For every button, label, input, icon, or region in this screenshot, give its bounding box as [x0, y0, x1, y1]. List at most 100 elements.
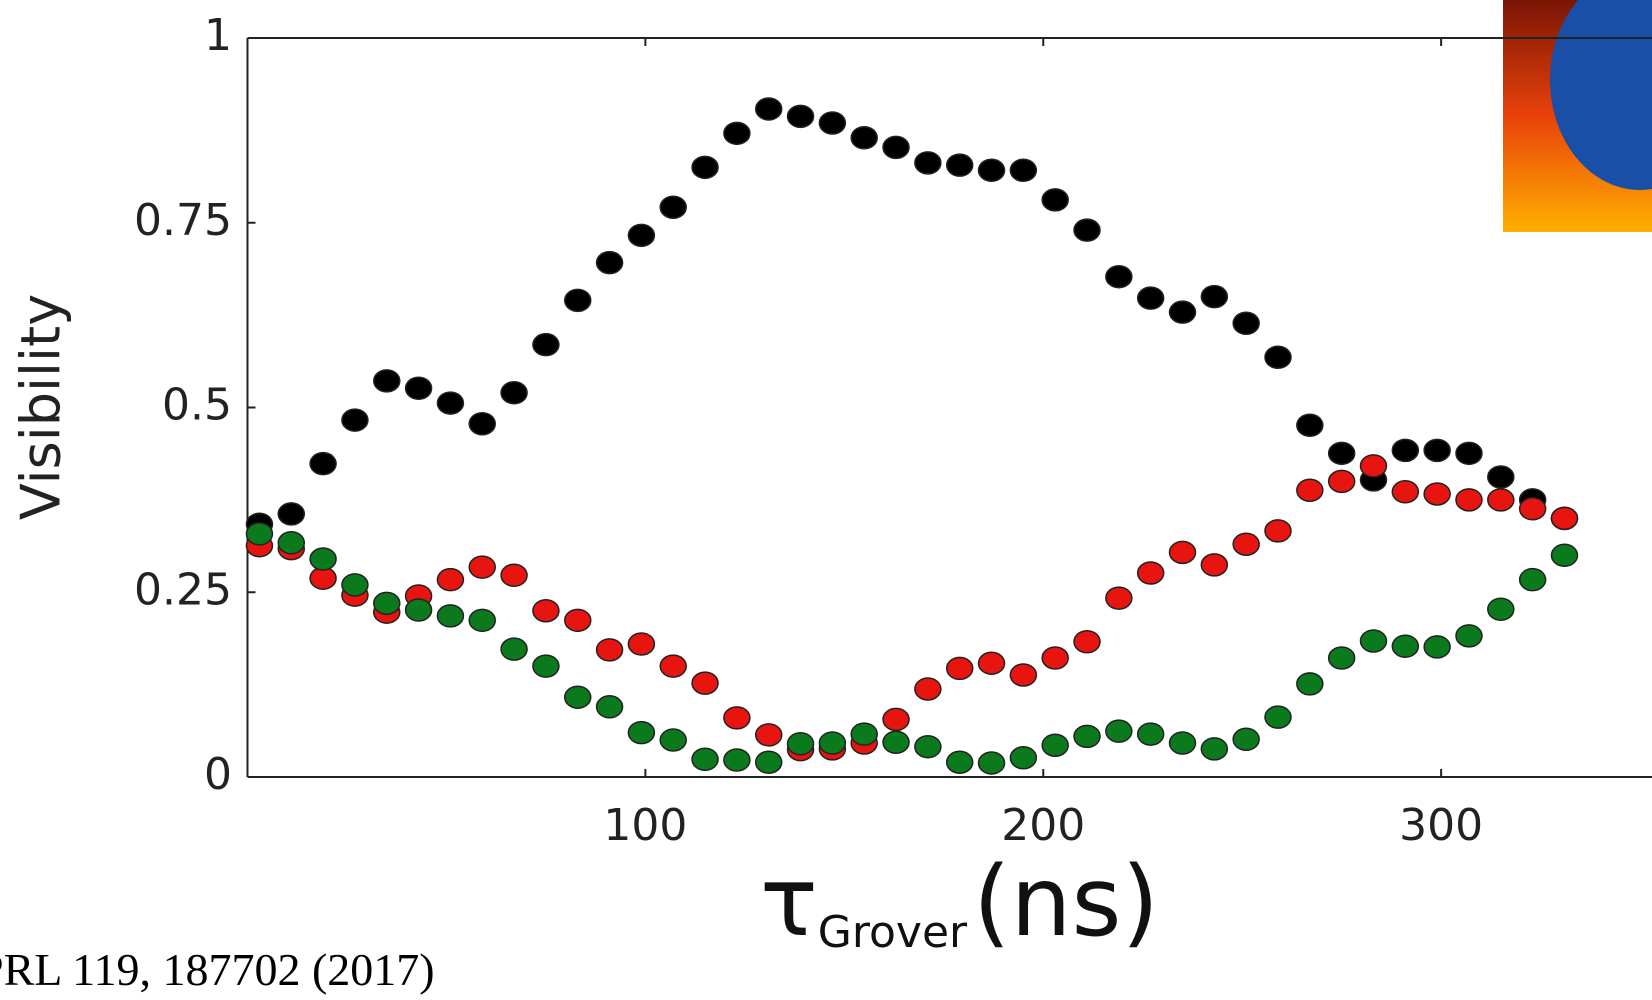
point [882, 730, 910, 755]
point [1264, 345, 1292, 369]
point [1264, 705, 1292, 729]
point [659, 728, 687, 752]
y-tick-label: 0.75 [134, 195, 232, 246]
x-axis-subscript: Grover [818, 907, 968, 958]
point [1041, 646, 1069, 670]
point [1391, 479, 1420, 504]
point [1136, 286, 1165, 310]
point [500, 563, 528, 588]
point [945, 750, 974, 774]
point [532, 598, 560, 623]
point [1073, 218, 1101, 242]
point [1232, 727, 1260, 752]
point [659, 654, 687, 678]
point [1232, 311, 1260, 336]
point [373, 369, 401, 393]
citation: PRL 119, 187702 (2017) [0, 944, 435, 995]
point [786, 104, 815, 129]
point [1391, 438, 1420, 463]
point [1168, 300, 1197, 324]
point [1423, 635, 1451, 659]
point [436, 391, 465, 415]
point [1359, 454, 1388, 478]
point [563, 288, 592, 313]
point [341, 408, 369, 432]
point [914, 151, 942, 175]
point [1073, 724, 1101, 749]
point [882, 135, 910, 160]
point [1041, 188, 1069, 212]
point [468, 608, 496, 633]
x-tick-label: 100 [603, 800, 687, 851]
x-tick-label: 200 [1001, 800, 1085, 851]
point [1550, 543, 1579, 568]
point [1550, 506, 1579, 531]
point [691, 747, 719, 772]
point [373, 591, 401, 616]
point [1455, 488, 1483, 512]
point [277, 530, 306, 555]
point [754, 723, 783, 747]
x-tick-label: 300 [1399, 800, 1483, 851]
y-axis-label: Visibility [10, 294, 73, 520]
point [1168, 540, 1197, 565]
point [1009, 746, 1038, 770]
point [595, 250, 624, 275]
x-axis-label: τGrover(ns) [760, 846, 1159, 958]
point [945, 656, 974, 681]
x-axis-unit: (ns) [973, 846, 1159, 958]
point [277, 502, 306, 526]
point [1455, 624, 1483, 648]
x-axis-symbol: τ [760, 846, 818, 958]
point [977, 158, 1006, 183]
point [1136, 722, 1165, 746]
point [977, 651, 1006, 675]
point [754, 750, 783, 774]
point [723, 706, 751, 730]
point [1327, 646, 1356, 670]
point [468, 555, 496, 579]
point [850, 126, 878, 150]
point [882, 707, 910, 732]
point [309, 451, 337, 476]
point [1041, 733, 1069, 757]
point [1327, 469, 1356, 494]
point [1009, 158, 1038, 183]
point [1200, 553, 1229, 577]
point [1423, 438, 1451, 463]
point [818, 731, 847, 755]
point [1518, 496, 1547, 521]
point [1296, 478, 1324, 503]
point [914, 734, 942, 759]
point [468, 412, 496, 436]
point [1105, 719, 1133, 743]
point [1232, 532, 1260, 556]
point [945, 153, 974, 177]
point [245, 522, 274, 546]
point [1487, 465, 1515, 489]
point [341, 573, 369, 597]
point [1136, 561, 1165, 585]
point [1296, 672, 1324, 696]
point [595, 695, 624, 719]
point [1487, 597, 1515, 621]
point [563, 685, 592, 709]
point [1073, 630, 1101, 654]
point [500, 637, 528, 661]
point [786, 731, 815, 756]
y-tick-label: 1 [204, 10, 232, 61]
point [563, 608, 592, 633]
y-tick-label: 0.25 [134, 564, 232, 615]
y-tick-label: 0 [204, 749, 232, 800]
point [914, 677, 942, 701]
point [1518, 567, 1547, 592]
point [404, 598, 433, 622]
point [309, 547, 337, 571]
inset-image-figure [1550, 0, 1652, 190]
point [977, 751, 1006, 775]
point [404, 376, 433, 401]
point [1200, 737, 1229, 761]
point [627, 223, 656, 248]
point [595, 638, 624, 662]
